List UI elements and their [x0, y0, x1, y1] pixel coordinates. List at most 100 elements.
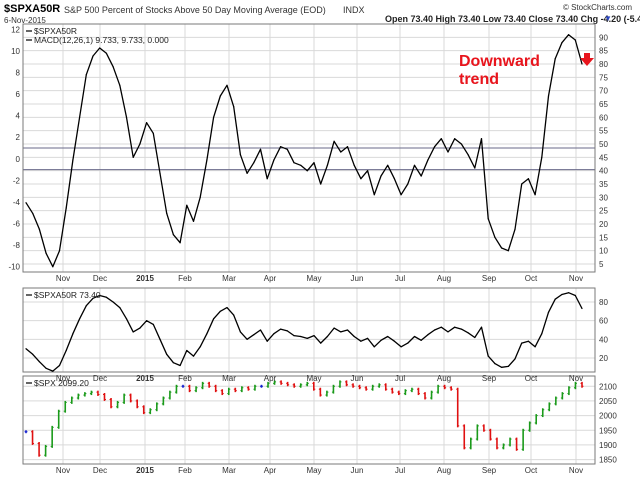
left-axis-tick: -8 — [13, 241, 21, 250]
series-point — [487, 218, 489, 220]
series-point — [440, 138, 442, 140]
stockcharts-brand: © StockCharts.com — [562, 3, 632, 12]
month-label: Aug — [437, 466, 451, 475]
series-point — [460, 143, 462, 145]
series-point — [494, 363, 496, 365]
series-point — [367, 170, 369, 172]
series-point — [568, 34, 570, 36]
month-label: Nov — [56, 466, 70, 475]
series-point — [79, 318, 81, 320]
series-point — [166, 212, 168, 214]
series-point — [400, 194, 402, 196]
series-point — [367, 337, 369, 339]
series-point — [159, 338, 161, 340]
legend-entry: $SPXA50R 73.40 — [34, 290, 101, 300]
right-axis-tick: 80 — [599, 298, 608, 307]
series-point — [246, 338, 248, 340]
month-label: Jul — [395, 274, 405, 283]
right-axis-tick: 70 — [599, 87, 608, 96]
series-point — [159, 172, 161, 174]
series-point — [253, 162, 255, 164]
panel-frame — [22, 287, 596, 373]
series-point — [52, 370, 54, 372]
left-axis-tick: 6 — [16, 90, 21, 99]
series-point — [99, 47, 101, 49]
series-point — [387, 335, 389, 338]
series-point — [340, 331, 342, 333]
series-point — [561, 293, 563, 296]
right-axis-tick: 80 — [599, 60, 608, 69]
series-point — [139, 143, 141, 145]
series-point — [420, 339, 422, 341]
series-point — [58, 250, 61, 252]
series-point — [132, 331, 134, 333]
month-label: Oct — [525, 374, 538, 383]
month-label: Sep — [482, 274, 497, 283]
series-point — [521, 183, 523, 185]
series-point — [320, 342, 322, 344]
series-point — [125, 318, 128, 320]
series-point — [219, 95, 221, 97]
chart-symbol: $SPXA50R — [4, 3, 61, 15]
legend-entry: MACD(12,26,1) 9.733, 9.733, 0.000 — [34, 35, 169, 45]
right-axis-tick: 60 — [599, 317, 608, 326]
panel-frame — [22, 23, 596, 273]
series-point — [239, 154, 241, 156]
series-point — [186, 204, 188, 206]
month-label: Nov — [56, 374, 70, 383]
series-point — [226, 84, 228, 86]
left-axis-tick: -10 — [8, 263, 20, 272]
series-point — [179, 364, 181, 367]
series-point — [179, 242, 181, 244]
series-point — [286, 148, 288, 150]
series-point — [460, 328, 462, 330]
series-point — [152, 132, 154, 134]
series-point — [105, 52, 107, 54]
chg-down-icon: ▼ — [604, 14, 612, 23]
series-point — [313, 335, 315, 337]
series-point — [213, 318, 215, 320]
month-label: Sep — [482, 374, 497, 383]
month-label: 2015 — [136, 274, 154, 283]
series-point — [541, 156, 543, 158]
series-point — [306, 337, 308, 339]
month-label: Feb — [178, 466, 192, 475]
right-axis-tick: 30 — [599, 193, 608, 202]
series-point — [280, 146, 282, 148]
series-point — [333, 327, 335, 329]
series-point — [146, 122, 148, 124]
series-point — [226, 307, 228, 309]
series-point — [32, 353, 34, 355]
series-point — [300, 335, 302, 338]
right-axis-tick: 1900 — [599, 441, 617, 450]
month-label: Dec — [93, 274, 107, 283]
series-point — [206, 159, 208, 161]
series-point — [353, 335, 355, 338]
series-point — [534, 194, 536, 196]
left-axis-tick: 4 — [16, 112, 21, 121]
series-point — [79, 116, 81, 118]
right-axis-tick: 2050 — [599, 397, 617, 406]
series-point — [393, 178, 395, 180]
series-point — [581, 63, 583, 65]
legend-entry: $SPX 2099.20 — [34, 378, 89, 388]
series-point — [85, 305, 87, 307]
series-point — [340, 151, 342, 153]
panel-frame — [22, 375, 596, 465]
series-point — [434, 329, 436, 331]
left-axis-tick: 2 — [16, 133, 21, 142]
series-point — [427, 334, 429, 336]
series-point — [534, 346, 536, 348]
series-line — [25, 292, 583, 372]
series-point — [112, 301, 114, 303]
series-point — [65, 207, 67, 209]
left-axis-tick: 8 — [16, 69, 21, 78]
series-point — [132, 156, 134, 158]
series-point — [219, 310, 221, 312]
right-axis-tick: 25 — [599, 207, 608, 216]
series-point — [286, 330, 288, 332]
series-point — [501, 247, 503, 249]
right-axis-tick: 10 — [599, 247, 608, 256]
series-point — [293, 162, 295, 164]
